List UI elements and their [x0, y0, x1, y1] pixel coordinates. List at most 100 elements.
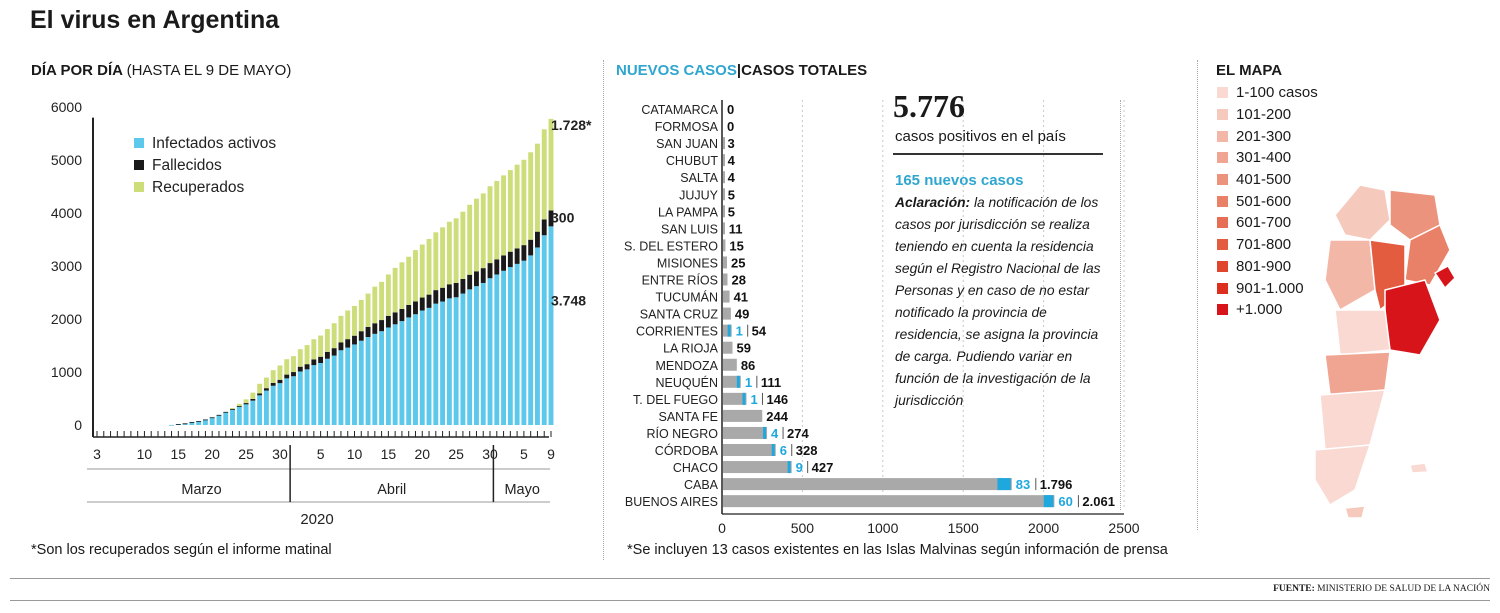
bar-infected [270, 385, 276, 425]
bar-infected [480, 282, 486, 425]
bar-recovered [311, 339, 317, 360]
bar-infected [494, 274, 500, 425]
source-text: MINISTERIO DE SALUD DE LA NACIÓN [1317, 584, 1490, 594]
bar-deaths [413, 301, 418, 315]
legend-swatch [134, 138, 144, 148]
bar-infected [413, 314, 418, 425]
x-tick-label: 20 [204, 446, 220, 462]
map-legend-swatch [1217, 130, 1228, 142]
x-tick-label: 9 [547, 446, 555, 462]
bar-recovered [541, 129, 547, 220]
map-legend-item: 701-800 [1217, 234, 1318, 256]
new-value-label: 83 [1016, 477, 1030, 492]
province-label: LA PAMPA [658, 205, 719, 219]
bar-deaths [541, 219, 547, 236]
bar-total [723, 154, 725, 167]
map-pampa [1334, 309, 1391, 356]
map-legend-label: +1.000 [1236, 301, 1283, 319]
bar-total [723, 444, 776, 456]
map-legend-swatch [1217, 217, 1228, 229]
bar-infected [460, 293, 466, 425]
bar-deaths [189, 421, 195, 423]
province-label: ENTRE RÍOS [642, 273, 718, 288]
bar-new [787, 461, 791, 474]
map-north-west [1334, 184, 1391, 241]
map-legend-swatch [1217, 260, 1228, 272]
map-legend-swatch [1217, 87, 1228, 99]
chart-legend: Infectados activos Fallecidos Recuperados [134, 135, 276, 196]
total-value-label: 54 [752, 324, 767, 339]
bar-deaths [419, 297, 425, 311]
y-axis: 0 1000 2000 3000 4000 5000 6000 [51, 99, 94, 437]
bar-total [723, 426, 768, 439]
x-grid [801, 100, 1125, 510]
bar-infected [263, 390, 269, 425]
bar-infected [257, 395, 263, 425]
bar-deaths [392, 312, 398, 325]
bar-deaths [318, 356, 324, 363]
note-heading: Aclaración: [895, 195, 971, 210]
bar-infected [446, 298, 452, 425]
source-label: FUENTE: [1273, 584, 1315, 594]
bar-recovered [507, 170, 513, 252]
bar-recovered [250, 392, 256, 399]
panel-divider [603, 60, 604, 560]
bar-infected [535, 247, 540, 425]
daily-footnote: *Son los recuperados según el informe ma… [31, 542, 332, 558]
bar-deaths [209, 417, 215, 419]
bottom-rule-2 [10, 600, 1490, 601]
dotted-guide [1120, 100, 1121, 510]
bar-total [723, 341, 733, 354]
map-legend-item: 501-600 [1217, 190, 1318, 212]
bar-total [723, 392, 747, 405]
province-label: BUENOS AIRES [625, 495, 718, 509]
bar-recovered [426, 238, 432, 295]
total-value-label: 11 [729, 221, 743, 236]
bar-new [763, 426, 767, 439]
total-cases-title: CASOS TOTALES [741, 62, 868, 79]
province-label: FORMOSA [655, 120, 719, 134]
x-tick-label: 15 [171, 446, 187, 462]
bar-new [997, 478, 1011, 491]
total-value-label: 4 [728, 153, 736, 168]
bar-infected [433, 303, 439, 425]
bar-total [723, 307, 731, 320]
bar-recovered [277, 365, 283, 380]
daily-chart-title: DÍA POR DÍA (HASTA EL 9 DE MAYO) [31, 62, 291, 79]
bar-infected [196, 421, 202, 425]
bar-deaths [453, 282, 459, 298]
bar-infected [541, 235, 547, 425]
end-label-infected: 3.748 [551, 292, 586, 308]
bar-total [723, 290, 730, 303]
bar-recovered [392, 267, 398, 313]
y-tick-label: 2000 [51, 311, 82, 327]
bar-deaths [358, 331, 364, 341]
map-legend-item: 1-100 casos [1217, 82, 1318, 104]
bar-recovered [331, 323, 337, 349]
map-caba [1434, 265, 1456, 289]
province-label: CABA [684, 478, 719, 492]
bar-recovered [453, 218, 459, 283]
map-legend-label: 601-700 [1236, 214, 1292, 232]
main-title: El virus en Argentina [30, 6, 280, 34]
year-label: 2020 [300, 511, 333, 528]
bar-infected [311, 365, 317, 425]
bar-recovered [419, 244, 425, 298]
bar-infected [284, 378, 290, 425]
province-label: MISIONES [657, 256, 718, 270]
map-legend-swatch [1217, 152, 1228, 164]
province-label: CORRIENTES [636, 325, 718, 339]
bar-recovered [352, 306, 357, 336]
bar-deaths [487, 263, 493, 279]
map-tierra-del-fuego [1344, 505, 1366, 519]
bar-infected [182, 423, 188, 425]
bar-infected [304, 369, 310, 425]
x-tick-label: 2500 [1108, 520, 1139, 536]
province-label: SALTA [680, 171, 718, 185]
bar-total [723, 222, 725, 235]
x-tick-label: 30 [272, 446, 288, 462]
x-tick-label: 25 [448, 446, 464, 462]
map-title: EL MAPA [1216, 62, 1283, 79]
bar-total [723, 495, 1055, 508]
